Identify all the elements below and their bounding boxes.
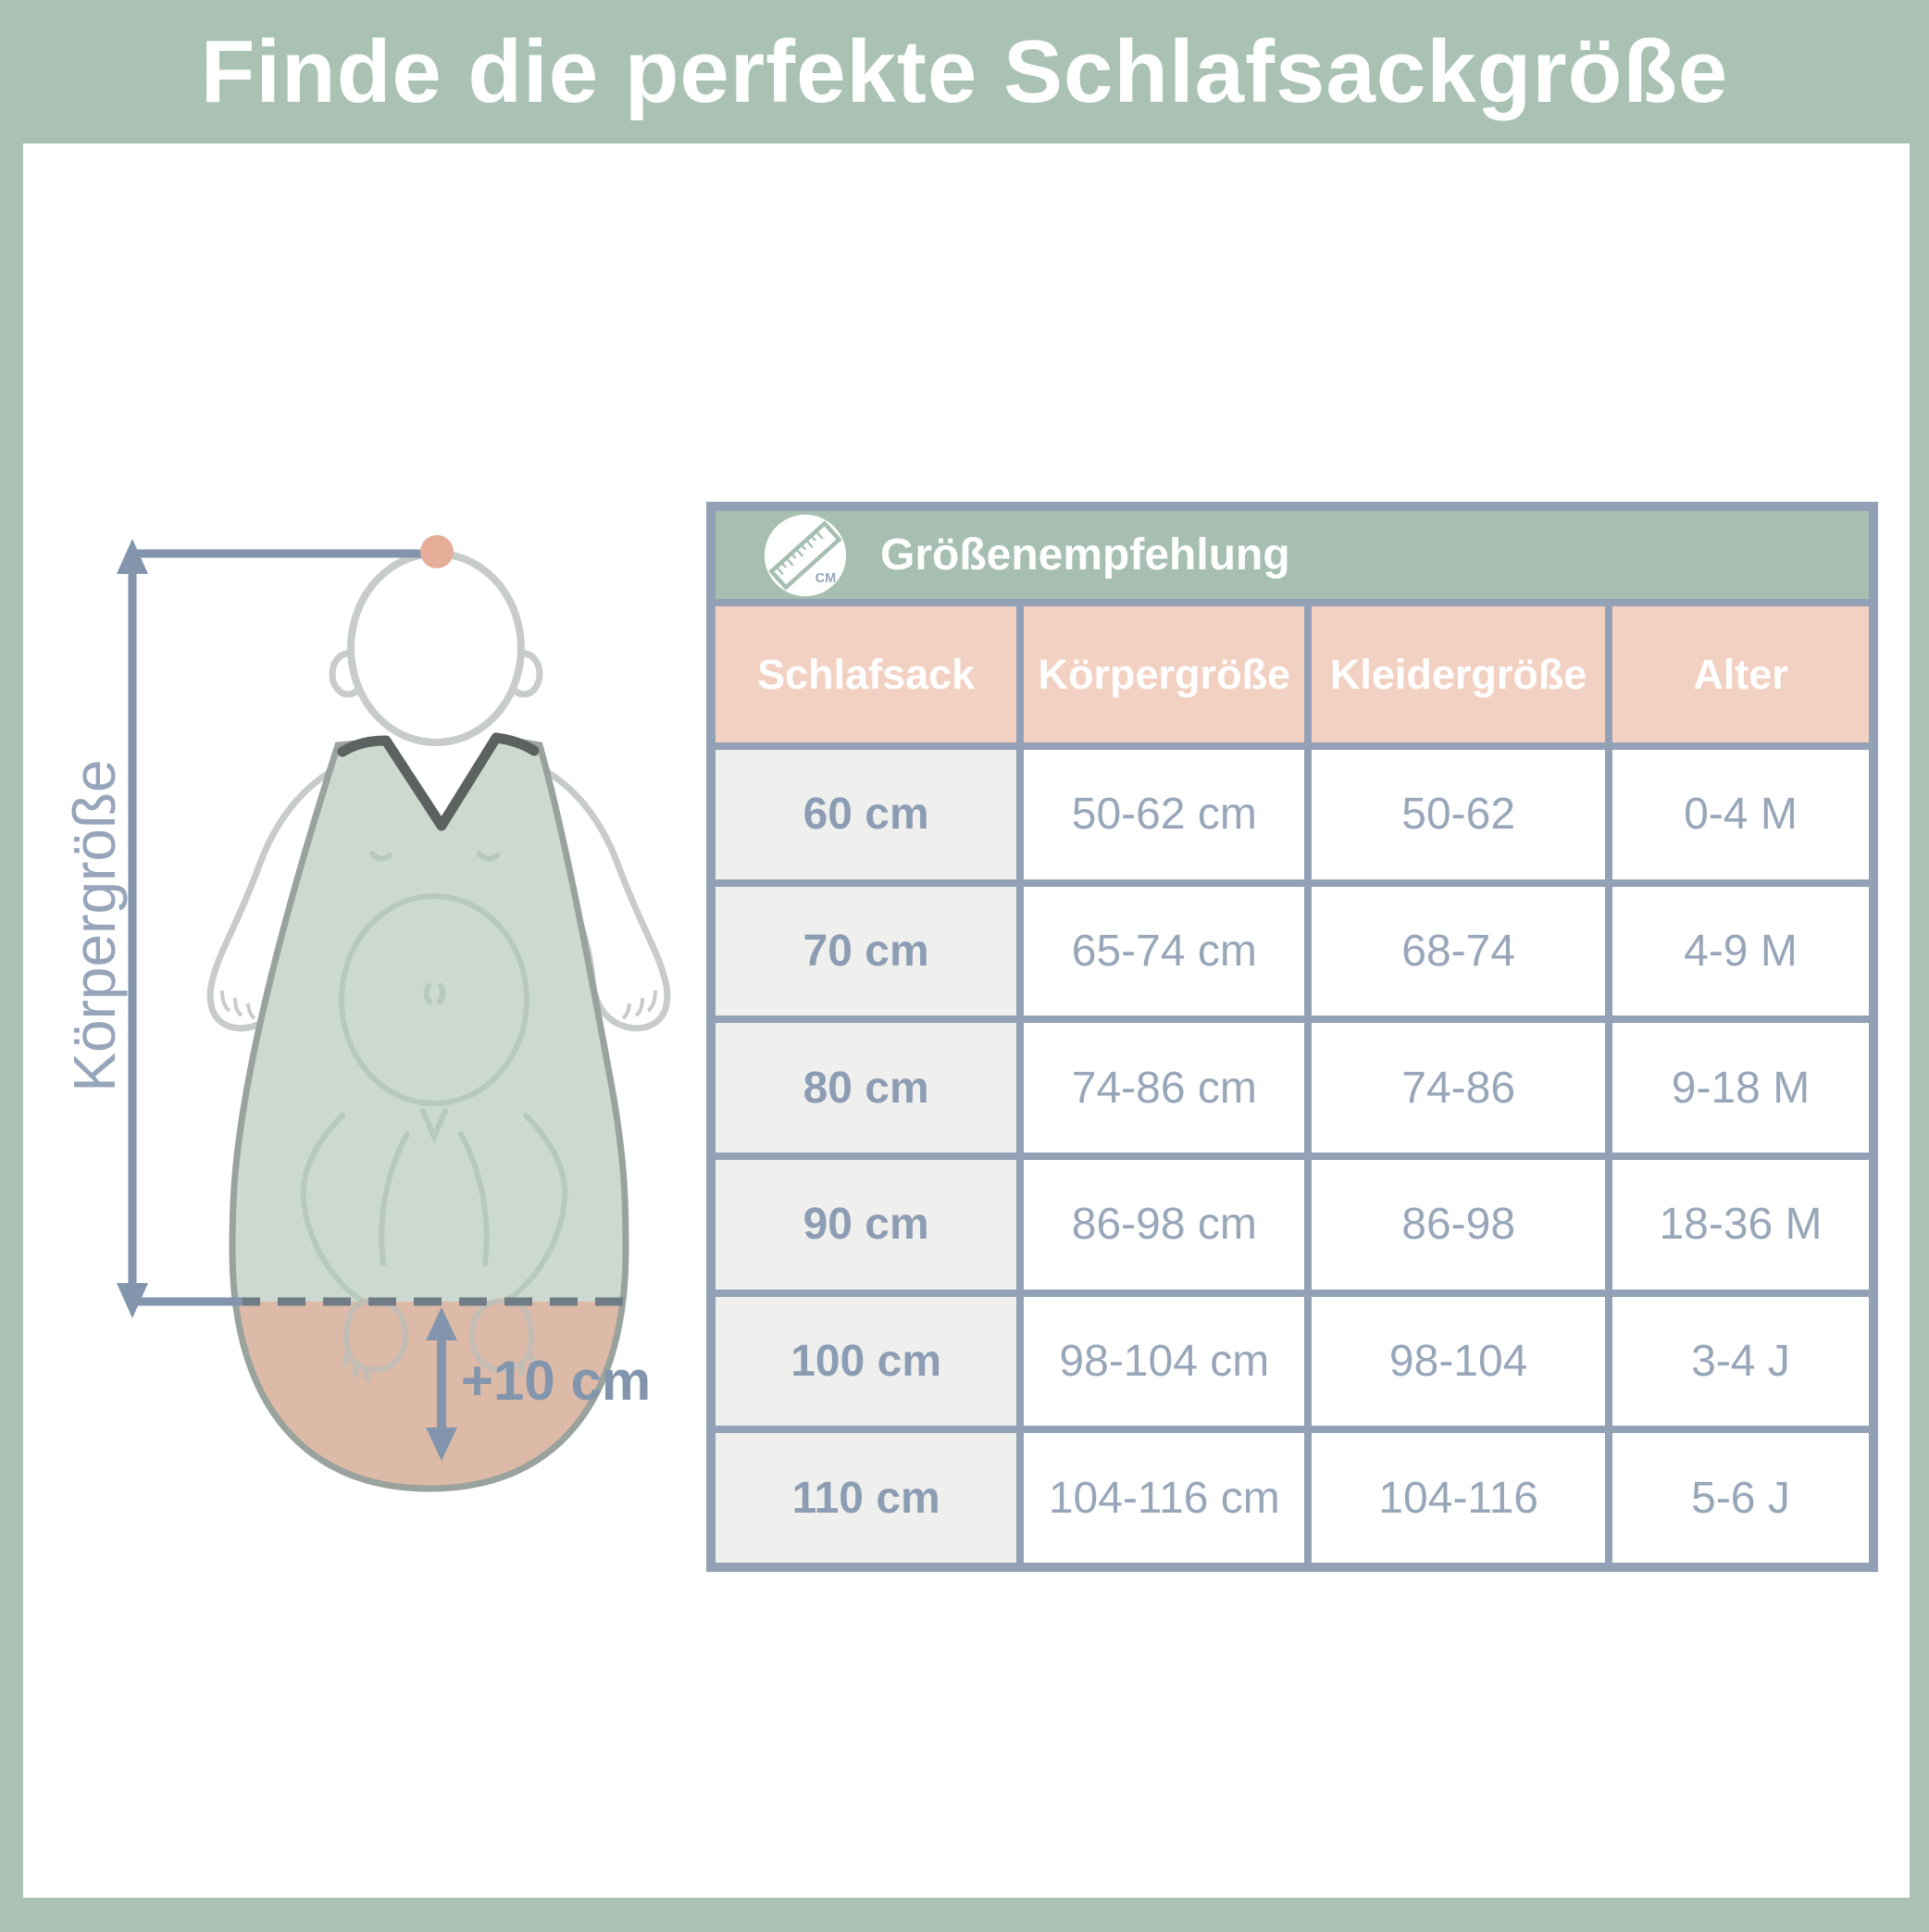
ruler-icon-cm-label: CM <box>815 570 836 585</box>
row-clothing-size: 50-62 <box>1312 750 1605 879</box>
row-size-label: 60 cm <box>716 750 1017 879</box>
body-height-measure <box>117 539 424 1318</box>
row-size-label: 100 cm <box>716 1296 1017 1427</box>
row-age: 5-6 J <box>1612 1433 1869 1563</box>
ruler-cm-icon: CM <box>764 514 847 596</box>
bag-collar <box>337 732 540 831</box>
row-age: 3-4 J <box>1612 1296 1869 1427</box>
row-size-label: 80 cm <box>716 1023 1017 1153</box>
column-header-kleidergroesse: Kleidergröße <box>1312 606 1605 742</box>
row-body-height: 65-74 cm <box>1024 886 1305 1016</box>
row-clothing-size: 98-104 <box>1312 1296 1605 1427</box>
column-header-schlafsack: Schlafsack <box>716 606 1017 742</box>
sleeping-bag-diagram: +10 cm Körpergröße <box>61 535 671 1492</box>
table-title-bar: CM Größenempfehlung <box>716 511 1869 599</box>
baby-body-lines <box>300 851 568 1312</box>
row-clothing-size: 74-86 <box>1312 1023 1605 1153</box>
head-top-dot <box>420 535 454 568</box>
plus-ten-label: +10 cm <box>461 1350 651 1412</box>
body-height-axis-label: Körpergröße <box>61 759 128 1091</box>
row-body-height: 104-116 cm <box>1024 1433 1305 1563</box>
row-age: 0-4 M <box>1612 750 1869 879</box>
row-clothing-size: 104-116 <box>1312 1433 1605 1563</box>
row-size-label: 110 cm <box>716 1433 1017 1563</box>
baby-head-illustration <box>329 550 543 746</box>
row-clothing-size: 86-98 <box>1312 1160 1605 1290</box>
sleeping-bag-outline <box>229 734 629 1492</box>
row-clothing-size: 68-74 <box>1312 886 1605 1016</box>
page-title: Finde die perfekte Schlafsackgröße <box>200 21 1729 121</box>
row-size-label: 70 cm <box>716 886 1017 1016</box>
row-body-height: 74-86 cm <box>1024 1023 1305 1153</box>
row-body-height: 86-98 cm <box>1024 1160 1305 1290</box>
row-age: 9-18 M <box>1612 1023 1869 1153</box>
column-header-koerpergroesse: Körpergröße <box>1024 606 1305 742</box>
row-age: 18-36 M <box>1612 1160 1869 1290</box>
size-recommendation-table: CM Größenempfehlung Schlafsack Körpergrö… <box>706 502 1878 1572</box>
row-size-label: 90 cm <box>716 1160 1017 1290</box>
table-title: Größenempfehlung <box>880 530 1290 580</box>
extra-length-zone <box>232 1302 626 1489</box>
row-body-height: 50-62 cm <box>1024 750 1305 879</box>
row-age: 4-9 M <box>1612 886 1869 1016</box>
column-header-alter: Alter <box>1612 606 1869 742</box>
plus-ten-arrow <box>426 1307 457 1461</box>
row-body-height: 98-104 cm <box>1024 1296 1305 1427</box>
